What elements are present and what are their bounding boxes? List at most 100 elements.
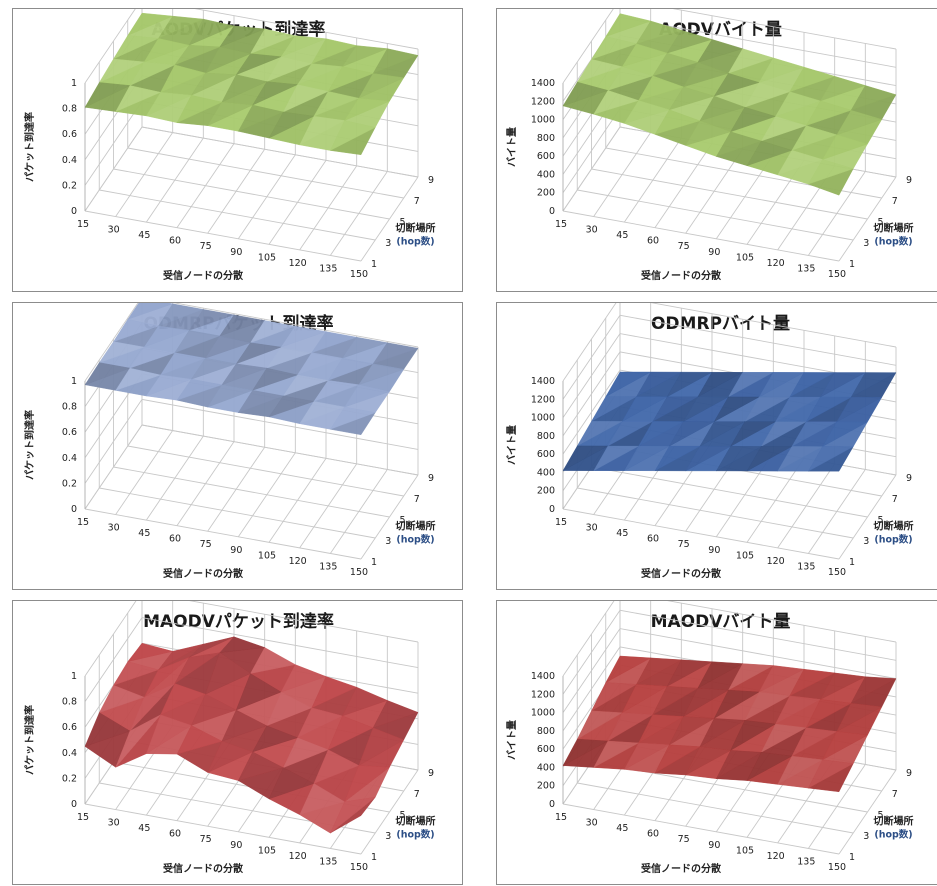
x-tick-label: 60 [169,534,181,545]
gridline-y-floor [592,467,868,517]
z-tick-label: 0.8 [62,697,77,708]
x-tick-label: 60 [169,236,181,247]
z-tick-label: 0.4 [62,748,77,759]
y-axis-label-unit: (hop数) [396,534,434,546]
chart-panel-odmrp-packet: ODMRPパケット到達率00.20.40.60.81パケット到達率1530456… [12,302,463,590]
z-tick-label: 1200 [531,96,555,107]
chart-title: ODMRPバイト量 [651,313,790,334]
z-tick-label: 1400 [531,78,555,89]
x-tick-label: 105 [258,252,276,263]
z-tick-label: 1 [71,376,77,387]
x-tick-label: 150 [828,862,846,873]
x-tick-label: 120 [289,258,307,269]
z-tick-label: 800 [537,133,555,144]
z-tick-label: 200 [537,781,555,792]
z-axis-label: パケット到達率 [23,112,36,182]
gridline-y-floor [563,509,839,559]
y-tick-label: 7 [892,789,898,800]
z-tick-label: 1000 [531,413,555,424]
y-tick-label: 9 [906,175,912,186]
x-tick-label: 90 [230,247,242,258]
y-tick-label: 7 [892,494,898,505]
z-tick-label: 200 [537,486,555,497]
x-tick-label: 90 [708,545,720,556]
y-tick-label: 3 [385,536,391,547]
y-axis-label-unit: (hop数) [874,829,912,841]
y-axis-label-unit: (hop数) [874,236,912,248]
x-tick-label: 90 [230,840,242,851]
chart-panel-aodv-packet: AODVパケット到達率00.20.40.60.81パケット到達率15304560… [12,8,463,292]
surface [563,372,896,471]
x-tick-label: 30 [586,523,598,534]
z-tick-label: 1 [71,671,77,682]
x-tick-label: 120 [767,556,785,567]
z-tick-label: 0.6 [62,722,77,733]
gridline-y-floor [128,446,404,496]
z-tick-label: 600 [537,449,555,460]
x-axis-label: 受信ノードの分散 [641,862,722,875]
z-tick-label: 0 [549,206,555,217]
x-tick-label: 60 [647,534,659,545]
y-tick-label: 1 [371,259,377,270]
x-tick-label: 30 [108,818,120,829]
x-tick-label: 75 [678,539,690,550]
x-tick-label: 150 [350,862,368,873]
y-tick-label: 1 [371,852,377,863]
z-tick-label: 200 [537,188,555,199]
z-tick-label: 400 [537,467,555,478]
x-tick-label: 90 [708,247,720,258]
z-tick-label: 0.6 [62,129,77,140]
y-tick-label: 3 [863,536,869,547]
surface [85,637,418,833]
gridline-y-floor [85,211,361,261]
chart-panel-aodv-bytes: AODVバイト量 0 200 400 600 800 1000 1200 1400 バイト量 15 3… [496,8,937,292]
z-tick-label: 1400 [531,671,555,682]
x-tick-label: 150 [828,269,846,280]
x-tick-label: 15 [555,219,567,230]
x-tick-label: 75 [678,834,690,845]
x-tick-label: 45 [138,823,150,834]
z-tick-label: 600 [537,151,555,162]
z-tick-label: 0.8 [62,104,77,115]
chart-aodv-bytes-svg: AODVバイト量0200400600800100012001400バイト量153… [497,9,937,293]
gridline-y-floor [563,804,839,854]
x-tick-label: 105 [736,845,754,856]
x-tick-label: 15 [555,812,567,823]
y-tick-label: 3 [385,238,391,249]
y-axis-label: 切断場所 [874,815,914,828]
x-tick-label: 75 [200,241,212,252]
chart-odmrp-packet-svg: ODMRPパケット到達率00.20.40.60.81パケット到達率1530456… [13,303,464,591]
x-axis-label: 受信ノードの分散 [163,269,244,282]
y-axis-label-unit: (hop数) [396,829,434,841]
x-tick-label: 75 [678,241,690,252]
x-tick-label: 45 [138,528,150,539]
z-tick-label: 1200 [531,689,555,700]
x-tick-label: 60 [647,236,659,247]
gridline-y-floor [85,509,361,559]
gridline-y-floor [142,425,418,475]
z-axis-label: バイト量 [505,425,518,465]
z-axis-label: パケット到達率 [23,705,36,775]
chart-odmrp-bytes-svg: ODMRPバイト量0200400600800100012001400バイト量15… [497,303,937,591]
x-tick-label: 105 [736,550,754,561]
surface [85,13,418,155]
x-tick-label: 45 [616,230,628,241]
z-tick-label: 1400 [531,376,555,387]
x-tick-label: 30 [586,818,598,829]
z-tick-label: 400 [537,762,555,773]
z-axis-label: パケット到達率 [23,410,36,480]
z-tick-label: 800 [537,726,555,737]
y-tick-label: 1 [849,557,855,568]
gridline-y-floor [114,467,390,517]
z-tick-label: 400 [537,169,555,180]
y-tick-label: 7 [414,789,420,800]
z-tick-label: 1000 [531,708,555,719]
gridline-y-floor [563,211,839,261]
y-tick-label: 9 [428,175,434,186]
z-tick-label: 1200 [531,394,555,405]
z-tick-label: 0.2 [62,773,77,784]
gridline-y-floor [128,148,404,198]
x-tick-label: 45 [616,823,628,834]
z-tick-label: 0 [549,799,555,810]
y-axis-label-unit: (hop数) [396,236,434,248]
